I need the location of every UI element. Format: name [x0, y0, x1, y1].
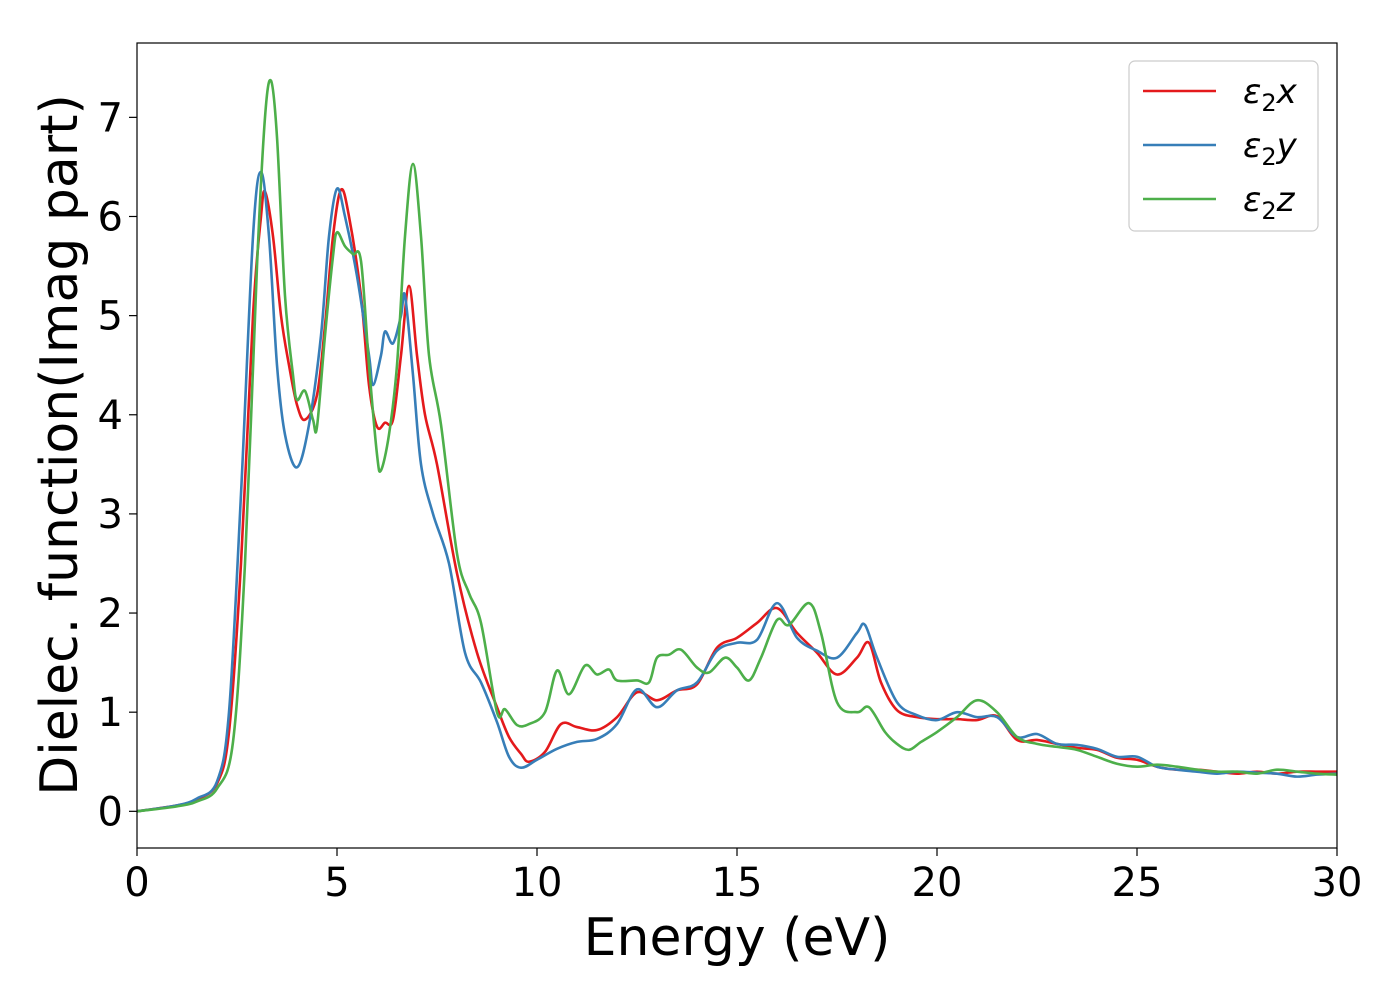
series-line-y [137, 170, 1337, 813]
x-tick-label: 25 [1112, 860, 1163, 906]
x-tick-label: 10 [512, 860, 563, 906]
y-axis: 0 1 2 3 4 5 6 7 [98, 95, 137, 835]
y-tick-label: 2 [98, 591, 123, 637]
y-tick-label: 3 [98, 492, 123, 538]
series-line-z [137, 78, 1337, 813]
x-tick-label: 15 [712, 860, 763, 906]
x-tick-label: 0 [124, 860, 149, 906]
legend-label-x: ε2x [1243, 72, 1298, 117]
legend: ε2x ε2y ε2z [1128, 60, 1319, 232]
x-axis-label: Energy (eV) [584, 908, 891, 968]
legend-label-y: ε2y [1243, 126, 1298, 171]
x-tick-label: 30 [1312, 860, 1363, 906]
y-tick-label: 1 [98, 690, 123, 736]
series-layer [137, 78, 1337, 813]
legend-label-z: ε2z [1243, 180, 1296, 225]
y-tick-label: 5 [98, 294, 123, 340]
x-tick-label: 20 [912, 860, 963, 906]
x-tick-label: 5 [324, 860, 349, 906]
y-tick-label: 0 [98, 789, 123, 835]
y-tick-label: 6 [98, 194, 123, 240]
x-axis: 0 5 10 15 20 25 30 [124, 848, 1362, 906]
legend-box [1128, 60, 1319, 232]
y-axis-label: Dielec. function(Imag part) [30, 94, 90, 796]
series-line-x [137, 187, 1337, 813]
y-tick-label: 7 [98, 95, 123, 141]
y-tick-label: 4 [98, 393, 123, 439]
